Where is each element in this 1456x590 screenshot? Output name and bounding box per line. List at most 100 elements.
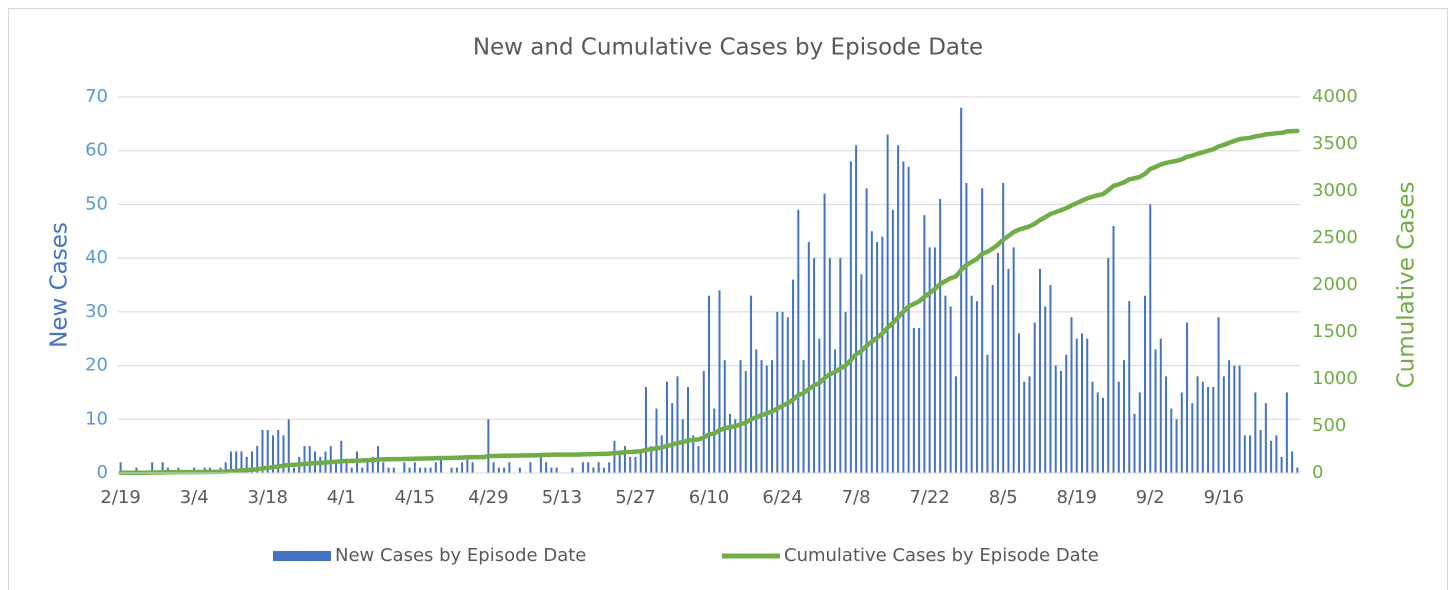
bar <box>823 193 826 473</box>
bar <box>424 467 427 473</box>
bar <box>755 349 758 473</box>
bar <box>261 430 264 473</box>
y2-tick-label: 1000 <box>1312 368 1358 389</box>
bar <box>371 456 374 473</box>
bar <box>135 467 138 473</box>
bar <box>797 209 800 474</box>
bar <box>366 462 369 473</box>
bar <box>455 467 458 473</box>
bar <box>1233 365 1236 473</box>
bar <box>1280 456 1283 473</box>
bar <box>419 467 422 473</box>
bar <box>723 360 726 473</box>
y2-tick-label: 500 <box>1312 415 1346 436</box>
bar <box>855 145 858 474</box>
bar <box>581 462 584 473</box>
bar <box>550 467 553 473</box>
bar <box>345 462 348 473</box>
bar <box>1228 360 1231 473</box>
y-tick-label: 70 <box>85 86 108 107</box>
y-tick-label: 50 <box>85 193 108 214</box>
x-tick-label: 3/18 <box>248 487 288 508</box>
bar <box>996 252 999 473</box>
bar <box>1291 451 1294 473</box>
bar <box>592 467 595 473</box>
bar <box>1002 182 1005 473</box>
bar <box>897 145 900 474</box>
bar <box>303 446 306 473</box>
bar <box>392 467 395 473</box>
bar <box>655 408 658 473</box>
bar <box>665 381 668 473</box>
bar <box>618 451 621 473</box>
bar <box>492 462 495 473</box>
bar <box>508 462 511 473</box>
bar <box>361 467 364 473</box>
bar <box>1243 435 1246 473</box>
bar <box>466 456 469 473</box>
x-tick-label: 5/13 <box>542 487 582 508</box>
bar <box>912 327 915 473</box>
bar <box>292 467 295 473</box>
bar <box>639 451 642 473</box>
bar <box>555 467 558 473</box>
x-tick-label: 8/5 <box>989 487 1018 508</box>
bar <box>708 295 710 473</box>
bar <box>891 209 894 474</box>
bar <box>1038 268 1041 473</box>
bar <box>1070 317 1073 473</box>
bar <box>1217 317 1220 473</box>
bar <box>429 467 432 473</box>
y-tick-label: 60 <box>85 140 108 161</box>
bar <box>256 446 259 473</box>
bar <box>1123 360 1126 473</box>
bar <box>870 231 873 473</box>
bar <box>828 258 831 473</box>
bar <box>918 327 921 473</box>
bar <box>834 349 837 473</box>
y2-tick-label: 2000 <box>1312 274 1358 295</box>
bar <box>602 467 605 473</box>
bar <box>975 301 978 473</box>
bar <box>518 467 521 473</box>
bar <box>1080 333 1083 473</box>
bar <box>644 387 647 473</box>
bar <box>676 376 679 473</box>
bar <box>907 166 910 474</box>
bar <box>471 462 474 473</box>
legend-label: Cumulative Cases by Episode Date <box>784 545 1099 566</box>
x-tick-label: 9/16 <box>1204 487 1244 508</box>
bar <box>933 247 936 473</box>
bar <box>671 403 674 473</box>
bar <box>1180 392 1183 473</box>
bar <box>608 462 611 473</box>
bar <box>1285 392 1288 473</box>
bar <box>1017 333 1020 473</box>
bar <box>1102 397 1104 473</box>
bar <box>1128 301 1131 473</box>
bar <box>629 456 632 473</box>
bar <box>623 446 626 473</box>
bar <box>865 188 868 474</box>
bar <box>161 462 164 473</box>
bar <box>229 451 232 473</box>
bar <box>697 446 700 473</box>
bar <box>1201 381 1204 473</box>
bar <box>224 462 227 473</box>
bar <box>597 462 600 473</box>
bar <box>282 435 285 473</box>
bar <box>1007 268 1010 473</box>
bar <box>329 446 332 473</box>
bar <box>503 467 506 473</box>
bar <box>613 440 616 473</box>
bar <box>1112 225 1115 473</box>
bar <box>781 311 784 473</box>
bar <box>1023 381 1026 473</box>
bar <box>928 247 931 473</box>
bar <box>786 317 789 473</box>
bar <box>235 451 238 473</box>
bar <box>729 413 732 473</box>
bar <box>902 161 905 473</box>
bar <box>571 467 574 473</box>
